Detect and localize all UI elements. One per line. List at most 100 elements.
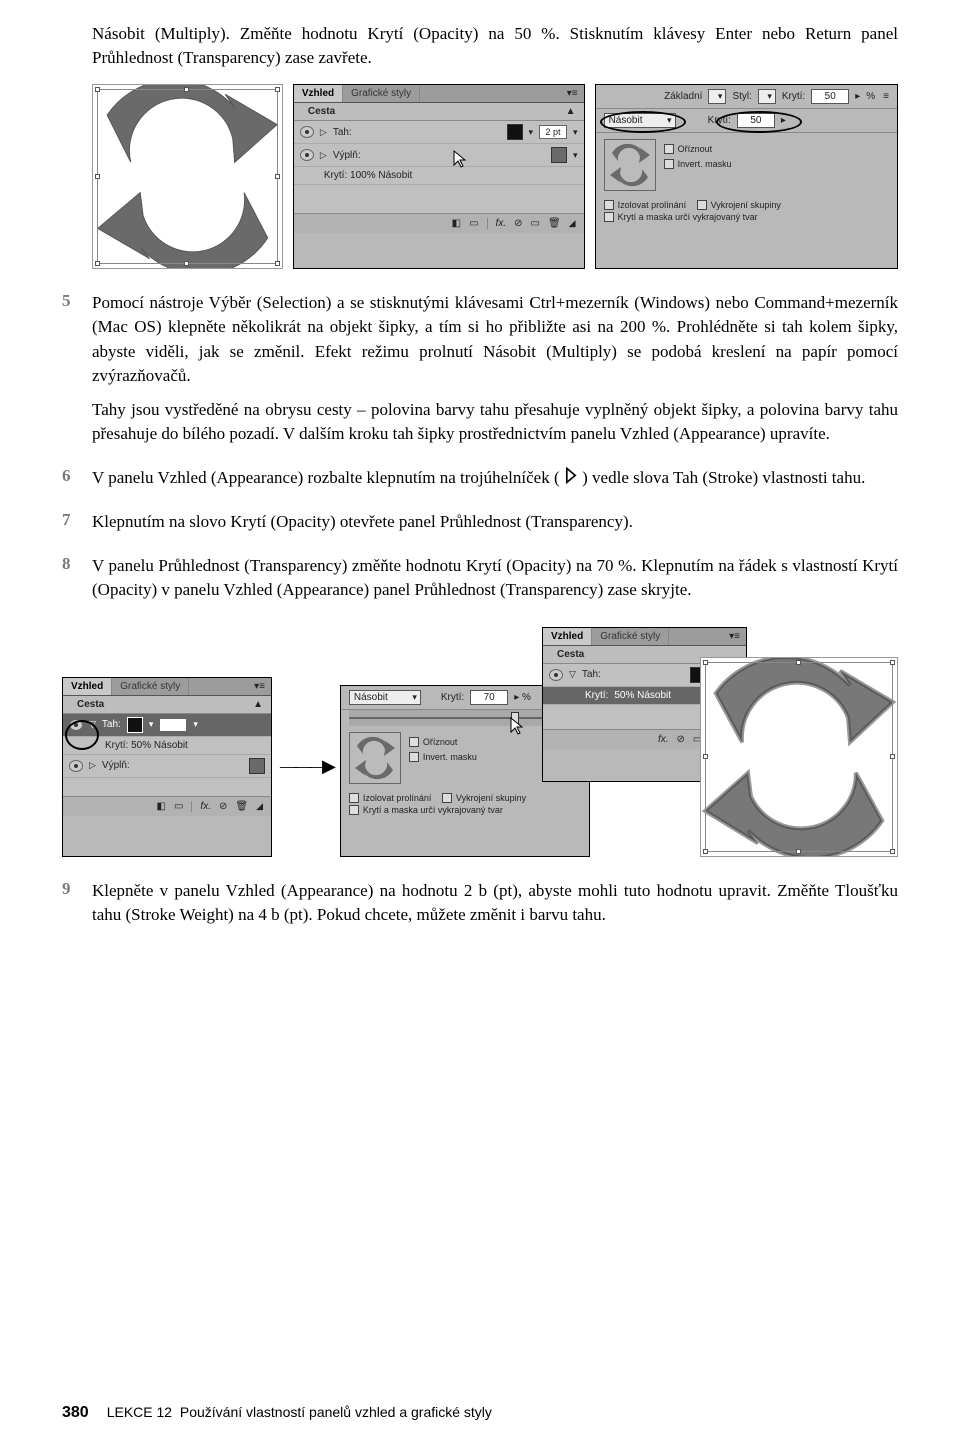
step-6: 6 V panelu Vzhled (Appearance) rozbalte … <box>62 466 898 500</box>
pct-label: % <box>866 91 875 102</box>
step-5: 5 Pomocí nástroje Výběr (Selection) a se… <box>62 291 898 456</box>
path-title-row: Cesta ▲ <box>294 103 584 121</box>
step-7: 7 Klepnutím na slovo Krytí (Opacity) ote… <box>62 510 898 544</box>
stroke-label: Tah: <box>102 719 121 730</box>
flyout-icon[interactable]: ≡ <box>883 91 889 102</box>
panel-flyout-icon[interactable]: ▾≡ <box>248 678 271 695</box>
expand-triangle-icon[interactable]: ▽ <box>89 719 96 730</box>
clear-icon[interactable]: ⊘ <box>677 734 685 745</box>
resize-icon[interactable]: ◢ <box>256 801 263 812</box>
cb-invert[interactable]: Invert. masku <box>664 158 889 170</box>
expand-triangle-icon[interactable]: ▷ <box>320 127 327 138</box>
tp-blendmode-dd[interactable]: Násobit <box>604 113 676 128</box>
page-number: 380 <box>62 1404 89 1422</box>
panel-tabs: Vzhled Grafické styly ▾≡ <box>294 85 584 103</box>
vzhled-panel-1: Vzhled Grafické styly ▾≡ Cesta ▲ ▷ Tah: … <box>293 84 585 269</box>
clear-icon[interactable]: ⊘ <box>219 801 227 812</box>
step5-p1: Pomocí nástroje Výběr (Selection) a se s… <box>92 291 898 388</box>
step5-p2: Tahy jsou vystředěné na obrysu cesty – p… <box>92 398 898 446</box>
step-num: 6 <box>62 466 92 500</box>
clear-icon[interactable]: ⊘ <box>514 218 522 229</box>
opacity-row[interactable]: Krytí: 100% Násobit <box>294 167 584 185</box>
vzhled-panel-2: Vzhled Grafické styly ▾≡ Cesta ▲ ▽ Tah: … <box>62 677 272 857</box>
figure-strip-2: Vzhled Grafické styly ▾≡ Cesta ▲ ▽ Tah: … <box>62 627 898 857</box>
opacity-sub-row[interactable]: Krytí: 50% Násobit <box>63 737 271 755</box>
opacity-sub-text: Krytí: 50% Násobit <box>105 740 188 751</box>
panel-flyout-icon[interactable]: ▾≡ <box>561 85 584 102</box>
new-fill-icon[interactable]: ◧ <box>452 218 461 229</box>
tab-vzhled[interactable]: Vzhled <box>543 628 592 645</box>
cb-mask[interactable]: Krytí a maska určí vykrajovaný tvar <box>604 211 889 223</box>
stroke-color-swatch[interactable] <box>507 124 523 140</box>
fill-row[interactable]: ▷ Výplň: <box>63 755 271 778</box>
expand-triangle-icon[interactable]: ▷ <box>89 760 96 771</box>
visibility-icon[interactable] <box>549 669 563 681</box>
new-fill-icon[interactable]: ◧ <box>157 801 166 812</box>
tp-mode-row: Násobit Krytí: 50 ▸ <box>596 109 897 133</box>
step-num: 9 <box>62 879 92 937</box>
tp-top-opacity-value[interactable]: 50 <box>811 89 849 104</box>
tp-kryti2: Krytí: <box>708 115 731 126</box>
step-8: 8 V panelu Průhlednost (Transparency) zm… <box>62 554 898 612</box>
link-arrow-icon: ———▶ <box>280 756 332 777</box>
lesson-label: LEKCE 12 <box>107 1404 172 1420</box>
fx-icon[interactable]: fx. <box>496 218 507 229</box>
cb-oriznout[interactable]: Oříznout <box>664 143 889 155</box>
panel-footer: ◧ ▭ fx. ⊘ ▭ 🗑 ◢ <box>294 213 584 233</box>
tp-thumb <box>604 139 656 191</box>
step7-text: Klepnutím na slovo Krytí (Opacity) otevř… <box>92 510 898 534</box>
artwork-thumb-2 <box>700 657 898 857</box>
trash-icon[interactable]: 🗑 <box>548 218 561 229</box>
fill-row[interactable]: ▷ Výplň: ▾ <box>294 144 584 167</box>
new-stroke-icon[interactable]: ▭ <box>469 218 478 229</box>
lesson-title: Používání vlastností panelů vzhled a gra… <box>180 1404 492 1420</box>
fill-color-swatch[interactable] <box>249 758 265 774</box>
visibility-icon[interactable] <box>69 760 83 772</box>
cb-isolate[interactable]: Izolovat prolínání Vykrojení skupiny <box>604 199 889 211</box>
stroke-weight-value[interactable]: 4 pt <box>159 718 187 732</box>
style-dd-icon[interactable] <box>708 89 726 104</box>
artwork-thumb-1 <box>92 84 283 269</box>
style-dd2-icon[interactable] <box>758 89 776 104</box>
opacity-row-text: Krytí: 100% Násobit <box>324 170 412 181</box>
step9-text: Klepněte v panelu Vzhled (Appearance) na… <box>92 879 898 927</box>
stroke-row[interactable]: ▽ Tah: ▾ 4 pt ▾ <box>63 714 271 737</box>
panel-flyout-icon[interactable]: ▾≡ <box>723 628 746 645</box>
path-title: Cesta <box>557 649 584 660</box>
expand-triangle-icon[interactable]: ▷ <box>320 150 327 161</box>
visibility-icon[interactable] <box>300 126 314 138</box>
fx-icon[interactable]: fx. <box>200 801 211 812</box>
stroke-color-swatch[interactable] <box>127 717 143 733</box>
tab-vzhled[interactable]: Vzhled <box>63 678 112 695</box>
cb-isolate[interactable]: Izolovat prolínání Vykrojení skupiny <box>349 792 581 804</box>
resize-icon[interactable]: ◢ <box>569 218 576 229</box>
tab-graficke-styly[interactable]: Grafické styly <box>112 678 189 695</box>
opacity-sub-label: Krytí: <box>585 690 608 701</box>
step-num: 8 <box>62 554 92 612</box>
fill-label: Výplň: <box>333 150 361 161</box>
duplicate-icon[interactable]: ▭ <box>531 218 540 229</box>
intro-paragraph: Násobit (Multiply). Změňte hodnotu Krytí… <box>92 22 898 70</box>
tab-vzhled[interactable]: Vzhled <box>294 85 343 102</box>
tp-opacity-value[interactable]: 70 <box>470 690 508 705</box>
tp-opacity-value[interactable]: 50 <box>737 113 775 128</box>
step-9: 9 Klepněte v panelu Vzhled (Appearance) … <box>62 879 898 937</box>
stroke-row[interactable]: ▷ Tah: ▾ 2 pt ▾ <box>294 121 584 144</box>
tab-graficke-styly[interactable]: Grafické styly <box>592 628 669 645</box>
tp-thumb <box>349 732 401 784</box>
step-num: 7 <box>62 510 92 544</box>
fill-color-swatch[interactable] <box>551 147 567 163</box>
transparency-panel-1: Základní Styl: Krytí: 50 ▸ % ≡ Násobit K… <box>595 84 898 269</box>
opacity-sub-val: 50% Násobit <box>614 690 671 701</box>
tp-blendmode-dd[interactable]: Násobit <box>349 690 421 705</box>
visibility-icon[interactable] <box>69 719 83 731</box>
cb-mask[interactable]: Krytí a maska určí vykrajovaný tvar <box>349 804 581 816</box>
visibility-icon[interactable] <box>300 149 314 161</box>
tab-graficke-styly[interactable]: Grafické styly <box>343 85 420 102</box>
stroke-label: Tah: <box>333 127 352 138</box>
stroke-weight-value[interactable]: 2 pt <box>539 125 567 139</box>
trash-icon[interactable]: 🗑 <box>235 801 248 812</box>
path-title: Cesta <box>308 106 335 117</box>
fx-icon[interactable]: fx. <box>658 734 669 745</box>
new-stroke-icon[interactable]: ▭ <box>174 801 183 812</box>
